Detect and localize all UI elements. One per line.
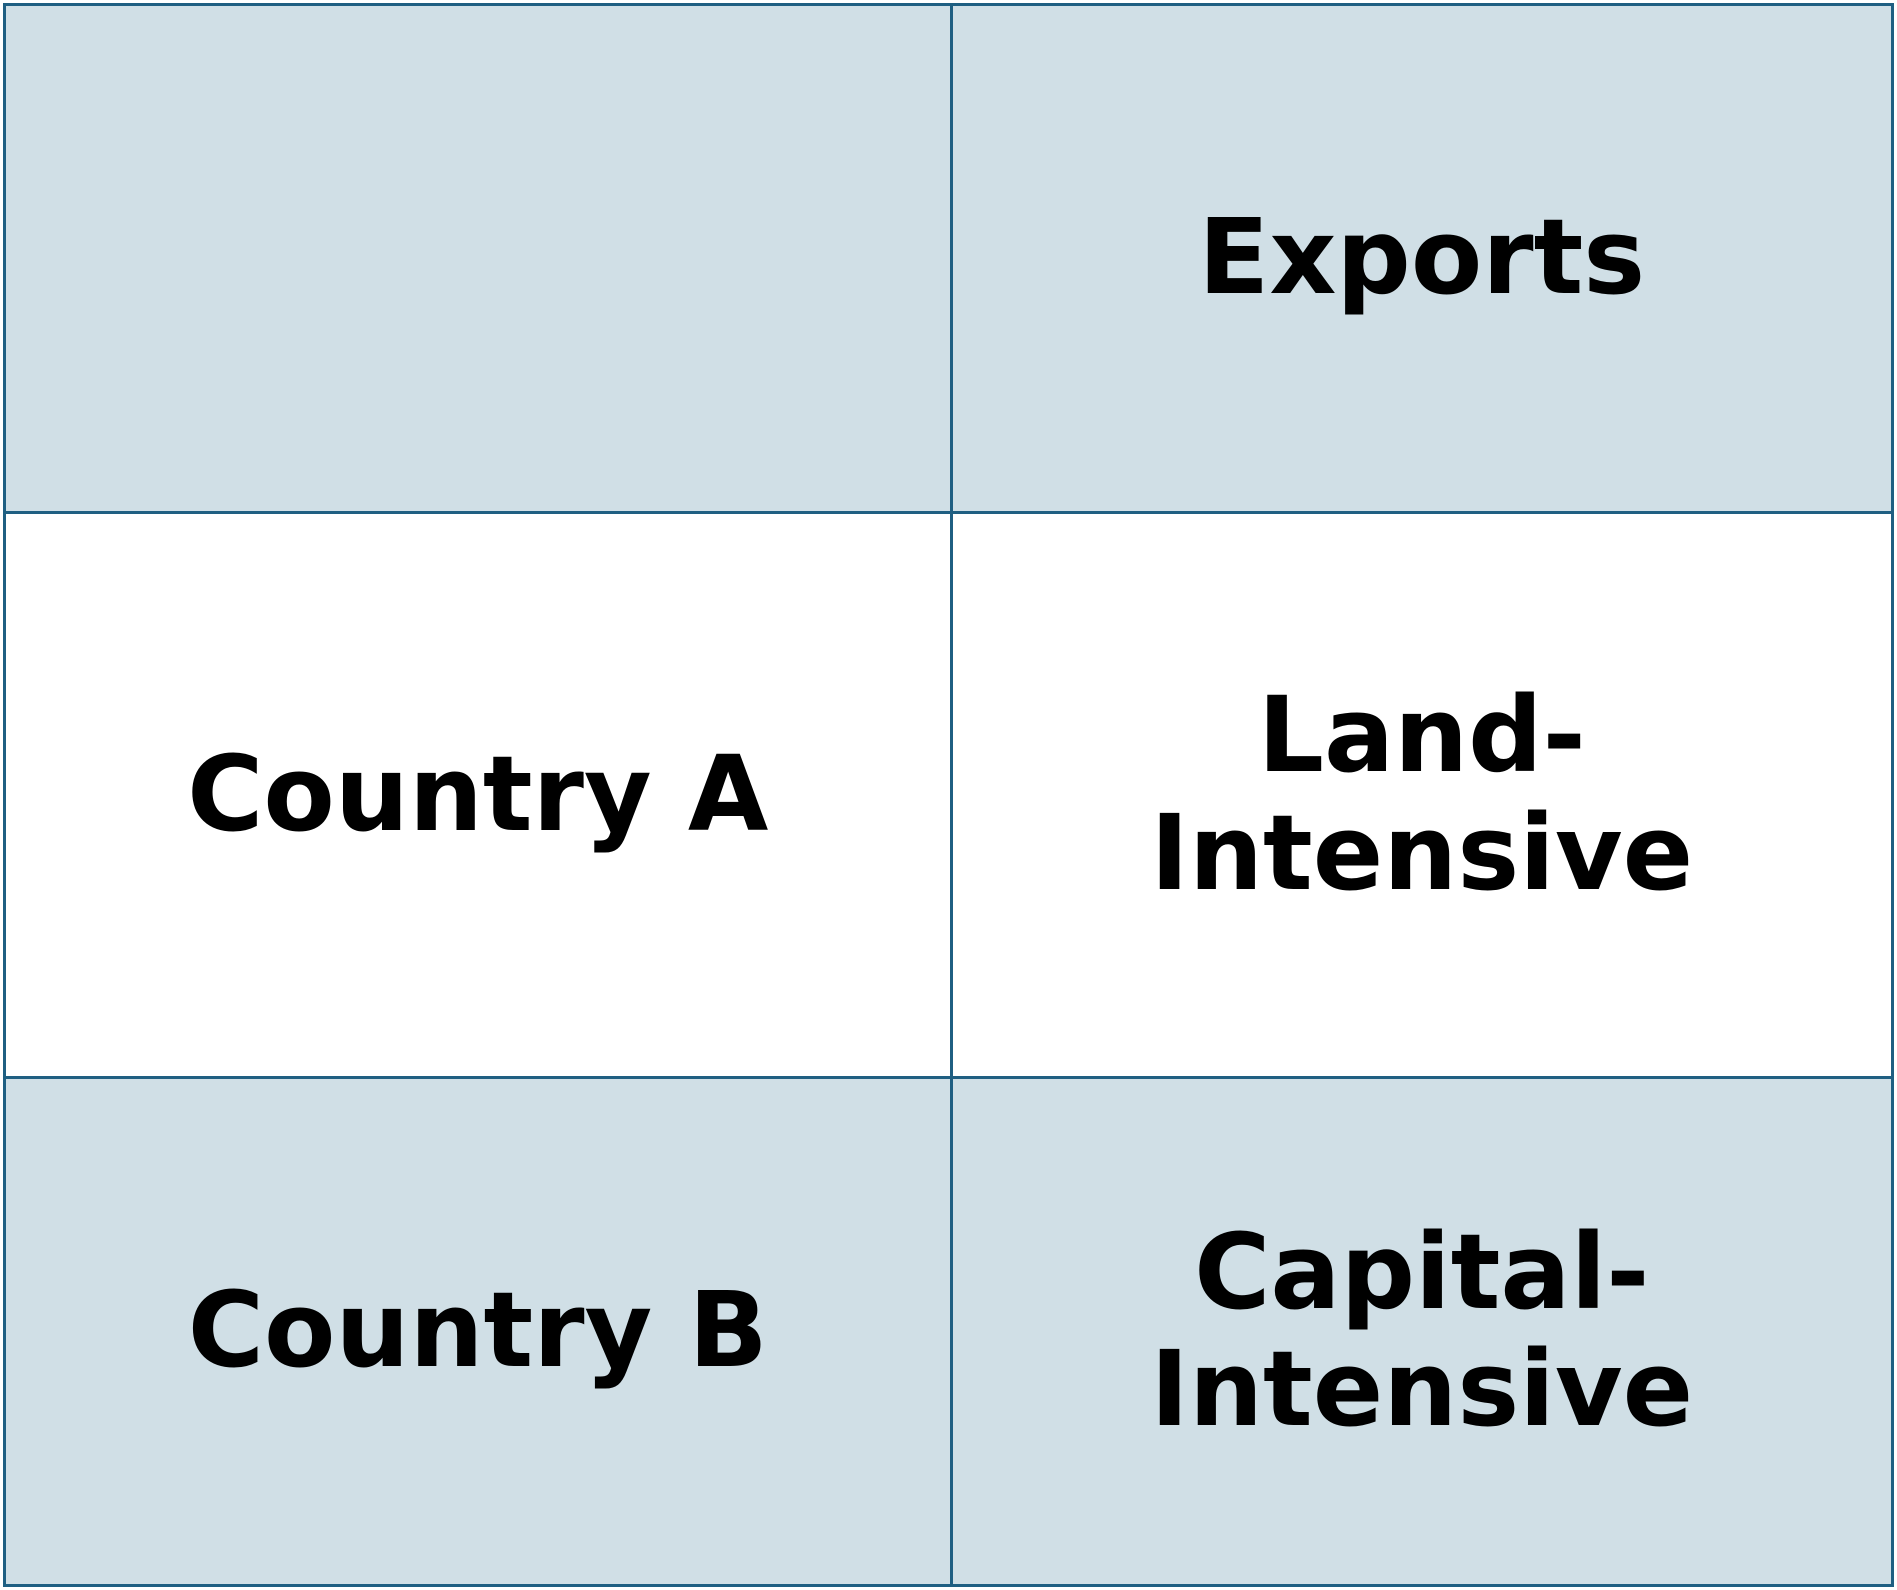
country-b-label: Country B xyxy=(187,1269,768,1392)
header-exports-label: Exports xyxy=(1198,196,1646,319)
table-header-row: Exports xyxy=(6,6,1891,514)
country-a-exports: Land- Intensive xyxy=(1150,673,1694,914)
exports-table: Exports Country A Land- Intensive Country… xyxy=(6,6,1891,1584)
country-cell: Country A xyxy=(6,510,953,1079)
table-row: Country B Capital- Intensive xyxy=(6,1075,1891,1584)
country-a-label: Country A xyxy=(187,732,769,855)
exports-table-frame: Exports Country A Land- Intensive Country… xyxy=(3,3,1894,1587)
exports-cell: Land- Intensive xyxy=(949,510,1891,1079)
exports-cell: Capital- Intensive xyxy=(949,1075,1891,1584)
country-b-exports: Capital- Intensive xyxy=(1150,1210,1694,1451)
header-exports-cell: Exports xyxy=(949,6,1891,514)
country-cell: Country B xyxy=(6,1075,953,1584)
table-row: Country A Land- Intensive xyxy=(6,510,1891,1079)
header-corner-cell xyxy=(6,6,953,514)
